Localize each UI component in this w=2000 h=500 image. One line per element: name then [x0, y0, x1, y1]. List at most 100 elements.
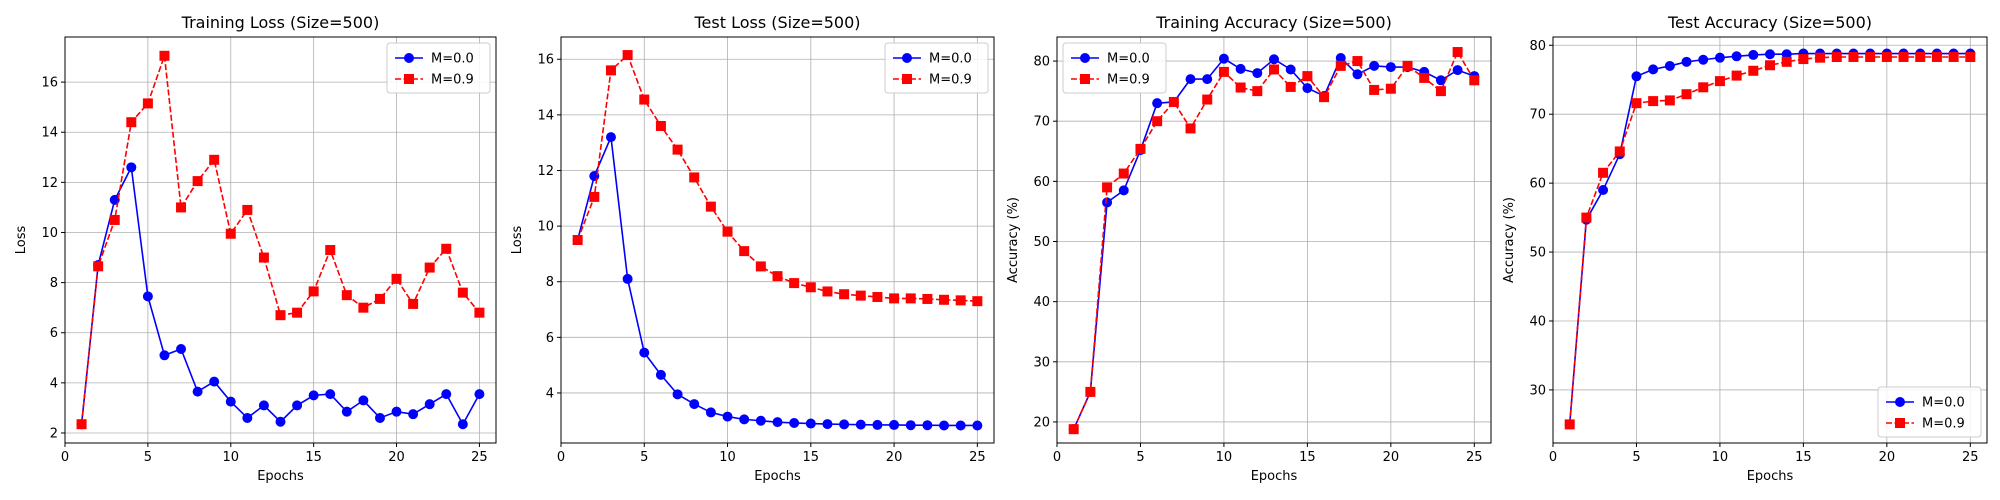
data-point [258, 400, 269, 411]
y-tick-label: 8 [50, 276, 58, 291]
data-point [1168, 96, 1179, 107]
data-point [1469, 75, 1480, 86]
x-tick-label: 20 [1383, 450, 1400, 465]
data-point [622, 50, 633, 61]
plot-area [1564, 48, 1976, 430]
data-point [192, 386, 203, 397]
legend: M=0.0 M=0.9 [1877, 386, 1982, 438]
data-point [1714, 52, 1725, 63]
data-point [1631, 98, 1642, 109]
data-point [1648, 64, 1659, 75]
chart-2: 0 5 10 15 20 25 4 6 8 10 12 14 16 Test Loss (Size=500… [510, 13, 995, 484]
data-point [705, 201, 716, 212]
data-point [1815, 52, 1826, 63]
data-point [1581, 212, 1592, 223]
data-point [1765, 49, 1775, 60]
y-tick-label: 50 [1529, 246, 1546, 261]
chart-1: 0 5 10 15 20 25 2 4 6 8 10 12 14 16 Training Loss (Siz… [14, 13, 497, 484]
data-point [605, 65, 616, 76]
data-point [905, 293, 916, 304]
legend-marker [902, 74, 912, 84]
legend-label: M=0.9 [1922, 417, 1965, 432]
data-point [1698, 82, 1709, 93]
axes-frame [1056, 36, 1492, 444]
legend-label: M=0.9 [1107, 73, 1150, 88]
data-point [1881, 51, 1892, 62]
data-point [722, 226, 733, 237]
data-point [1285, 81, 1296, 92]
x-tick-label: 15 [803, 450, 820, 465]
data-point [939, 294, 950, 305]
chart-3: 0 5 10 15 20 25 20 30 40 50 60 70 80 Training Accurac… [1006, 13, 1492, 484]
data-point [1931, 51, 1942, 62]
data-point [1698, 54, 1709, 65]
x-tick-label: 20 [388, 450, 405, 465]
series-M=0.0 [572, 132, 983, 431]
data-point [1435, 75, 1446, 86]
series-M=0.9 [76, 50, 485, 430]
data-point [391, 406, 402, 417]
data-point [1664, 95, 1675, 106]
data-point [1302, 71, 1313, 82]
y-tick-label: 60 [1529, 177, 1546, 192]
series-line [80, 164, 481, 426]
y-tick-label: 70 [1033, 115, 1050, 130]
plot-area [572, 50, 983, 431]
data-point [1102, 197, 1113, 208]
x-tick-label: 0 [61, 450, 69, 465]
axes-frame [64, 36, 497, 444]
data-point [441, 389, 452, 400]
y-tick-label: 20 [1033, 415, 1050, 430]
data-point [374, 412, 385, 423]
data-point [789, 278, 800, 289]
x-tick-label: 25 [471, 450, 488, 465]
x-tick-label: 25 [1962, 450, 1979, 465]
data-point [805, 282, 816, 293]
data-point [457, 419, 468, 430]
data-point [1352, 69, 1363, 80]
data-point [1681, 56, 1692, 67]
data-point [1748, 49, 1759, 60]
data-point [358, 395, 369, 406]
chart-title: Test Loss (Size=500) [693, 13, 860, 32]
x-tick-label: 10 [1216, 450, 1233, 465]
data-point [341, 290, 352, 301]
chart-title: Test Accuracy (Size=500) [1667, 13, 1872, 32]
data-point [474, 389, 485, 400]
data-point [889, 293, 900, 304]
data-point [325, 245, 336, 256]
data-point [1252, 86, 1263, 97]
data-point [374, 293, 385, 304]
data-point [1831, 51, 1842, 62]
chart-4: 0 5 10 15 20 25 30 40 50 60 70 80 Test Accuracy (Siz… [1502, 13, 1988, 484]
data-point [972, 420, 983, 431]
data-point [1135, 143, 1146, 154]
data-point [1898, 51, 1909, 62]
x-tick-label: 5 [1136, 450, 1144, 465]
data-point [424, 399, 435, 410]
data-point [192, 176, 203, 187]
x-tick-label: 15 [1795, 450, 1812, 465]
data-point [939, 420, 950, 431]
data-point [1452, 65, 1463, 76]
data-point [1218, 66, 1229, 77]
data-point [1664, 60, 1675, 71]
data-point [739, 414, 750, 425]
x-axis-label: Epochs [1747, 469, 1794, 484]
data-point [1102, 182, 1113, 193]
data-point [1765, 60, 1775, 71]
data-point [1202, 94, 1213, 105]
data-point [1185, 74, 1196, 85]
y-tick-label: 80 [1033, 55, 1050, 70]
data-point [1118, 168, 1129, 179]
y-tick-label: 40 [1033, 295, 1050, 310]
y-tick-label: 80 [1529, 39, 1546, 54]
x-tick-label: 25 [1466, 450, 1483, 465]
legend: M=0.0 M=0.9 [386, 42, 491, 94]
y-tick-label: 6 [50, 326, 58, 341]
data-point [159, 350, 170, 361]
y-tick-label: 12 [537, 164, 554, 179]
data-point [605, 132, 616, 143]
data-point [176, 344, 187, 355]
data-point [1335, 60, 1346, 71]
